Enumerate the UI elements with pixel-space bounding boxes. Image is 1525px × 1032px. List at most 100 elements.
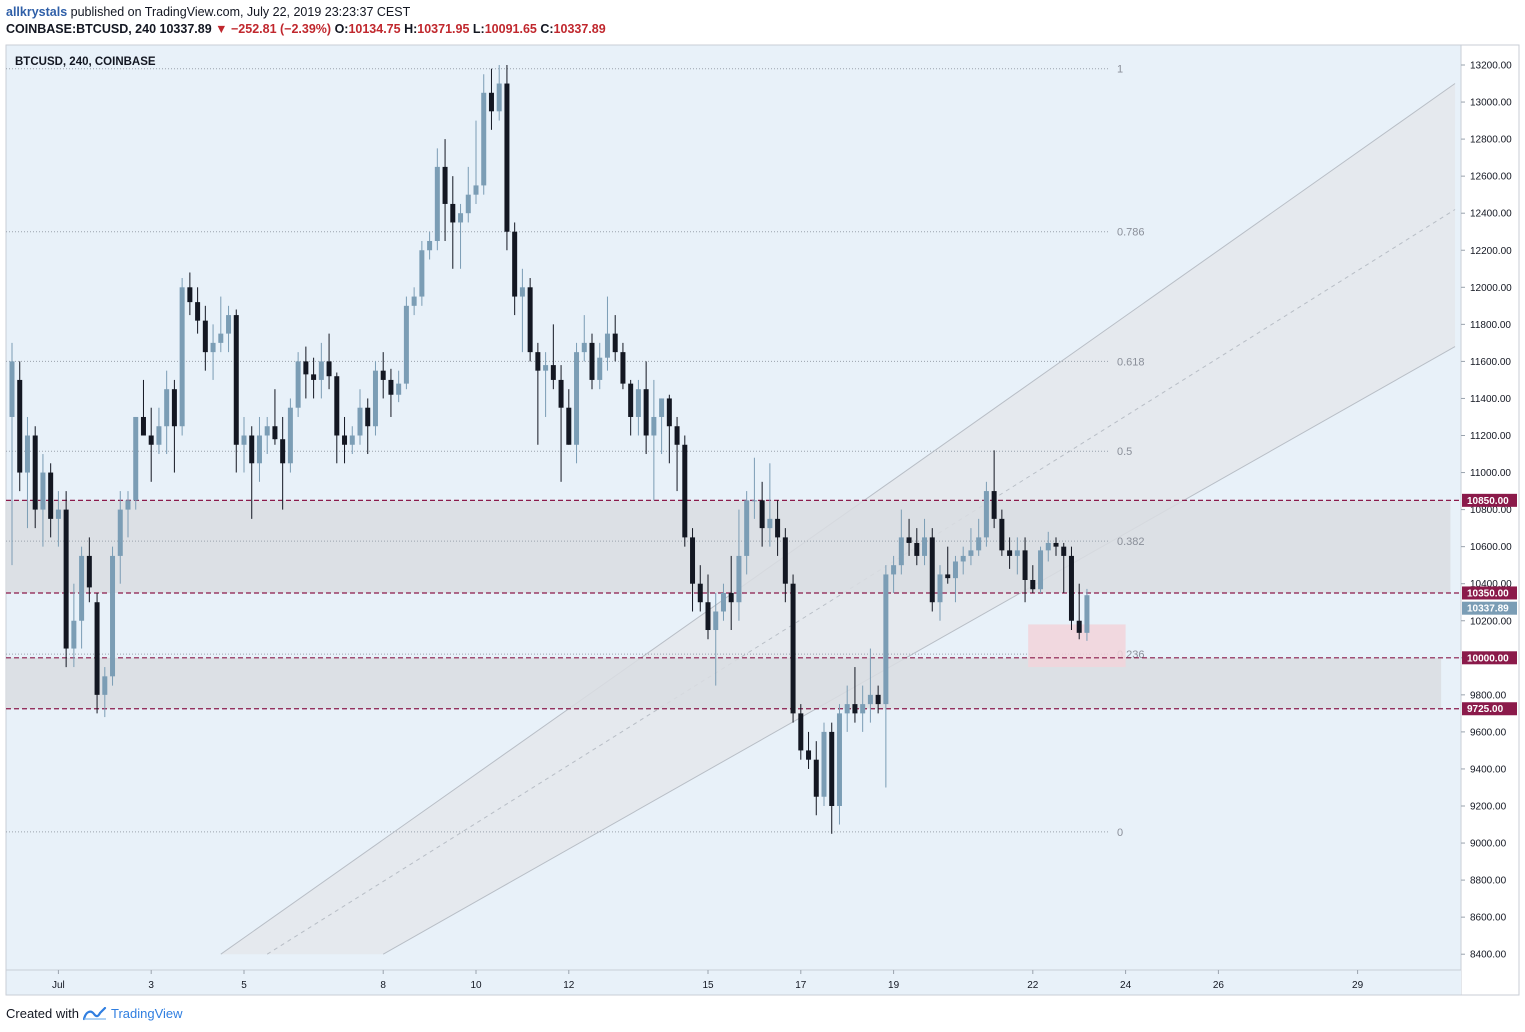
candle[interactable] (318, 342, 324, 399)
candle[interactable] (280, 416, 286, 510)
candle[interactable] (210, 324, 216, 380)
candle[interactable] (1045, 531, 1051, 562)
candle[interactable] (635, 379, 641, 436)
candle[interactable] (898, 509, 904, 575)
candle[interactable] (303, 346, 309, 399)
candle[interactable] (326, 333, 332, 390)
candle[interactable] (357, 389, 363, 445)
candle[interactable] (488, 68, 494, 130)
candle[interactable] (736, 509, 742, 621)
candle[interactable] (434, 148, 440, 251)
candle[interactable] (71, 583, 77, 668)
candle[interactable] (140, 379, 146, 436)
candle[interactable] (852, 667, 858, 723)
candle[interactable] (249, 426, 255, 519)
candle[interactable] (1084, 588, 1090, 641)
candle[interactable] (86, 537, 92, 603)
candle[interactable] (713, 592, 719, 686)
candle[interactable] (581, 315, 587, 362)
candle[interactable] (543, 352, 549, 417)
candle[interactable] (821, 722, 827, 806)
channel-lower-line[interactable] (382, 346, 1456, 955)
candle[interactable] (929, 528, 935, 612)
candle[interactable] (40, 454, 46, 547)
candle[interactable] (125, 491, 131, 538)
candle[interactable] (295, 352, 301, 417)
candle[interactable] (1022, 537, 1028, 603)
tradingview-brand-link[interactable]: TradingView (110, 1006, 183, 1021)
candle[interactable] (473, 120, 479, 204)
candle[interactable] (829, 722, 835, 834)
candle[interactable] (442, 139, 448, 241)
candle[interactable] (937, 565, 943, 621)
candle[interactable] (63, 491, 69, 668)
candle[interactable] (287, 398, 293, 473)
candle[interactable] (906, 518, 912, 556)
candle[interactable] (836, 704, 842, 825)
candle[interactable] (690, 528, 696, 612)
candle[interactable] (860, 685, 866, 732)
candle[interactable] (148, 407, 154, 482)
candle[interactable] (226, 305, 232, 353)
candle[interactable] (1076, 583, 1082, 640)
candle[interactable] (867, 648, 873, 723)
candle[interactable] (883, 565, 889, 788)
candle[interactable] (1068, 546, 1074, 631)
candle[interactable] (589, 333, 595, 390)
candle[interactable] (991, 450, 997, 529)
candle[interactable] (558, 365, 564, 482)
candle[interactable] (156, 407, 162, 455)
candle[interactable] (604, 296, 610, 371)
author-link[interactable]: allkrystals (6, 5, 68, 19)
candle[interactable] (620, 342, 626, 390)
candle[interactable] (945, 546, 951, 584)
candle[interactable] (458, 203, 464, 269)
candle[interactable] (751, 457, 757, 519)
candle[interactable] (697, 565, 703, 612)
candle[interactable] (790, 574, 796, 723)
candle[interactable] (674, 416, 680, 492)
candle[interactable] (1053, 537, 1059, 556)
candle[interactable] (334, 372, 340, 464)
candle[interactable] (9, 342, 15, 566)
candle[interactable] (450, 176, 456, 269)
candle[interactable] (164, 370, 170, 455)
candle[interactable] (1014, 537, 1020, 575)
candle[interactable] (728, 555, 734, 631)
candle[interactable] (597, 342, 603, 390)
candle[interactable] (419, 240, 425, 306)
support-resistance-zone-1[interactable] (6, 500, 1451, 593)
candle[interactable] (24, 416, 30, 529)
candle[interactable] (535, 342, 541, 445)
candle[interactable] (79, 546, 85, 649)
candle[interactable] (411, 287, 417, 316)
candle[interactable] (427, 231, 433, 260)
candle[interactable] (875, 685, 881, 714)
candle[interactable] (759, 481, 765, 547)
candle[interactable] (171, 379, 177, 473)
candle[interactable] (1030, 565, 1036, 593)
candle[interactable] (968, 528, 974, 566)
candle[interactable] (465, 166, 471, 223)
candle[interactable] (17, 361, 23, 492)
candle[interactable] (550, 324, 556, 390)
candle[interactable] (272, 389, 278, 445)
candle[interactable] (999, 509, 1005, 556)
candle[interactable] (218, 296, 224, 353)
price-axis[interactable] (1461, 45, 1519, 995)
candle[interactable] (179, 278, 185, 436)
candle[interactable] (651, 379, 657, 501)
candle[interactable] (388, 368, 394, 417)
candle[interactable] (891, 555, 897, 593)
candle[interactable] (914, 528, 920, 566)
candle[interactable] (1038, 546, 1044, 593)
candle[interactable] (55, 491, 61, 547)
candle[interactable] (256, 416, 262, 482)
candle[interactable] (782, 528, 788, 603)
candle[interactable] (195, 287, 201, 334)
support-resistance-zone-2[interactable] (6, 657, 1442, 709)
candle[interactable] (682, 435, 688, 547)
candle[interactable] (372, 361, 378, 436)
candle[interactable] (519, 268, 525, 353)
candle[interactable] (844, 685, 850, 732)
